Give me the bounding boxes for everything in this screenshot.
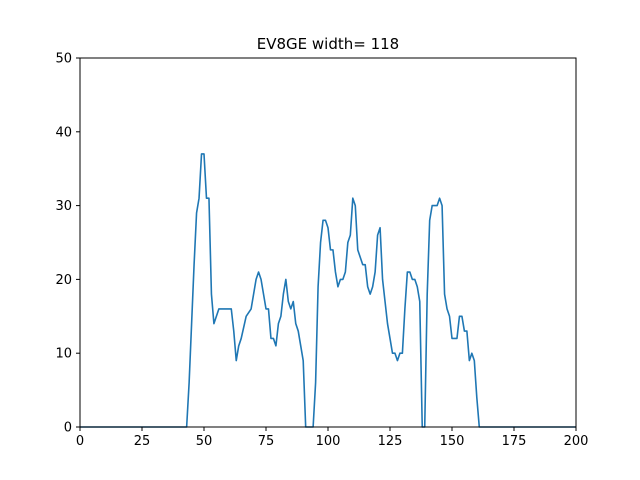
- x-tick-label: 25: [134, 434, 151, 449]
- y-tick-label: 20: [55, 273, 72, 288]
- y-tick-label: 10: [55, 347, 72, 362]
- chart-title: EV8GE width= 118: [257, 35, 399, 53]
- y-tick-label: 50: [55, 52, 72, 67]
- y-tick-label: 0: [64, 421, 72, 436]
- x-tick-label: 75: [258, 434, 275, 449]
- x-tick-label: 150: [440, 434, 465, 449]
- series-line-0: [80, 153, 576, 428]
- y-tick-label: 30: [55, 199, 72, 214]
- x-tick-label: 0: [76, 434, 84, 449]
- axis-ticks: 0 25 50 75 100 125 150 175 200 0 10 20 30 40 50: [55, 52, 588, 450]
- x-tick-label: 175: [502, 434, 527, 449]
- x-tick-label: 50: [196, 434, 213, 449]
- axes-frame: [79, 57, 577, 428]
- y-tick-label: 40: [55, 125, 72, 140]
- x-tick-label: 200: [564, 434, 589, 449]
- plot-area: [80, 153, 576, 428]
- x-tick-label: 125: [378, 434, 403, 449]
- x-tick-label: 100: [316, 434, 341, 449]
